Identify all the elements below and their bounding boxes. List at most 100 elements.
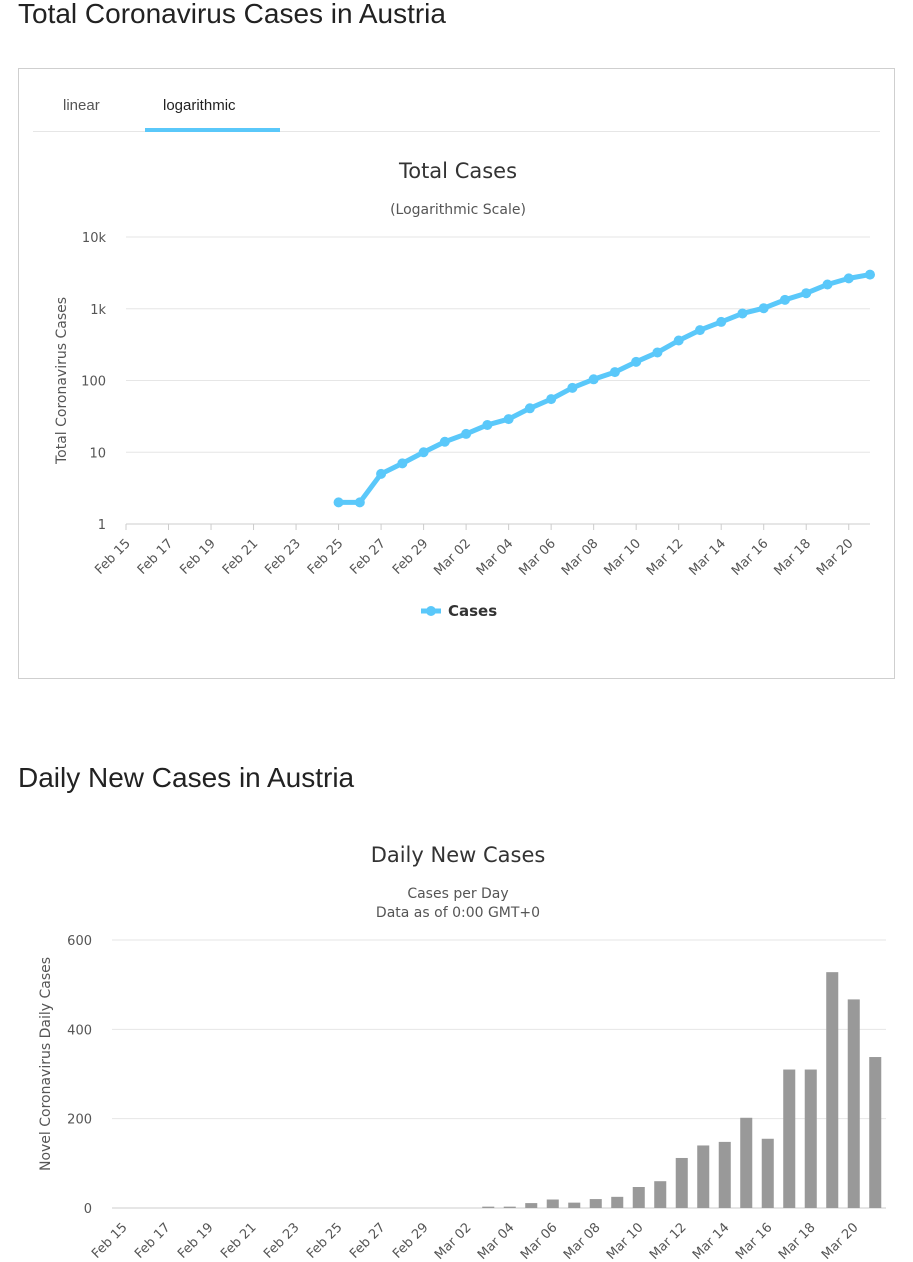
x-tick-label: Feb 25 xyxy=(304,1220,346,1262)
data-point xyxy=(843,273,854,284)
bar xyxy=(675,1157,688,1208)
bar xyxy=(847,999,860,1208)
x-tick-label: Mar 14 xyxy=(686,536,729,579)
bar xyxy=(783,1069,796,1208)
total-cases-panel: linear logarithmic xyxy=(18,68,895,679)
bar xyxy=(740,1117,753,1208)
bar xyxy=(546,1199,559,1208)
x-tick-label: Mar 20 xyxy=(814,536,857,579)
x-tick-label: Mar 14 xyxy=(690,1220,733,1262)
x-tick-label: Mar 04 xyxy=(475,1220,518,1262)
x-tick-label: Mar 02 xyxy=(431,536,474,579)
data-point xyxy=(461,428,472,439)
x-tick-label: Mar 02 xyxy=(432,1220,475,1262)
bar xyxy=(568,1202,581,1208)
x-tick-label: Feb 25 xyxy=(305,536,347,578)
x-tick-label: Mar 10 xyxy=(601,536,644,579)
data-point xyxy=(439,436,450,447)
chart-subtitle: (Logarithmic Scale) xyxy=(390,202,526,218)
data-point xyxy=(524,403,535,414)
x-tick-label: Mar 12 xyxy=(644,536,687,579)
y-tick-label: 600 xyxy=(67,934,92,949)
bar xyxy=(482,1206,495,1208)
y-tick-label: 1 xyxy=(98,518,106,533)
data-point xyxy=(567,382,578,393)
x-tick-label: Mar 16 xyxy=(733,1220,776,1262)
y-tick-label: 10k xyxy=(82,231,107,246)
x-tick-label: Mar 04 xyxy=(474,536,517,579)
y-tick-label: 400 xyxy=(67,1023,92,1038)
data-point xyxy=(354,497,365,508)
x-tick-label: Feb 19 xyxy=(175,1220,217,1262)
data-point xyxy=(609,367,620,378)
total-cases-heading: Total Coronavirus Cases in Austria xyxy=(18,0,446,29)
legend-label: Cases xyxy=(448,602,497,620)
bar xyxy=(589,1199,602,1208)
bar xyxy=(826,972,839,1208)
legend-marker xyxy=(426,606,436,616)
x-tick-label: Mar 08 xyxy=(561,1220,604,1262)
y-tick-label: 10 xyxy=(89,446,106,461)
bar xyxy=(503,1206,516,1208)
bar xyxy=(525,1203,538,1208)
bar xyxy=(761,1138,774,1208)
data-point xyxy=(822,279,833,290)
data-point xyxy=(397,458,408,469)
active-tab-indicator xyxy=(145,128,280,132)
x-tick-label: Feb 23 xyxy=(262,536,304,578)
y-tick-label: 0 xyxy=(84,1202,92,1217)
data-point xyxy=(418,447,429,458)
x-tick-label: Feb 27 xyxy=(347,536,389,578)
x-tick-label: Mar 06 xyxy=(518,1220,561,1262)
data-point xyxy=(779,294,790,305)
bar xyxy=(869,1057,882,1208)
bar xyxy=(611,1196,624,1208)
x-tick-label: Feb 15 xyxy=(89,1220,131,1262)
data-point xyxy=(758,303,769,314)
data-point xyxy=(694,325,705,336)
chart-title: Total Cases xyxy=(398,159,517,183)
x-tick-label: Feb 15 xyxy=(92,536,134,578)
data-point xyxy=(376,468,387,479)
chart-title: Daily New Cases xyxy=(371,843,546,867)
x-tick-label: Feb 17 xyxy=(132,1220,174,1262)
x-tick-label: Feb 29 xyxy=(390,1220,432,1262)
tab-logarithmic[interactable]: logarithmic xyxy=(163,97,236,114)
tab-linear[interactable]: linear xyxy=(63,97,100,114)
data-point xyxy=(482,419,493,430)
x-tick-label: Feb 21 xyxy=(220,536,262,578)
data-point xyxy=(865,269,875,280)
x-tick-label: Mar 16 xyxy=(729,536,772,579)
bar xyxy=(654,1181,667,1208)
daily-cases-heading: Daily New Cases in Austria xyxy=(18,762,355,793)
x-tick-label: Mar 12 xyxy=(647,1220,690,1262)
x-tick-label: Mar 18 xyxy=(771,536,814,579)
x-tick-label: Feb 29 xyxy=(390,536,432,578)
x-tick-label: Mar 20 xyxy=(819,1220,862,1262)
y-axis-label: Total Coronavirus Cases xyxy=(54,297,70,465)
chart-subtitle-2: Data as of 0:00 GMT+0 xyxy=(376,905,540,921)
data-point xyxy=(546,394,557,405)
bar xyxy=(697,1145,710,1208)
y-tick-label: 100 xyxy=(81,375,106,390)
data-point xyxy=(503,414,514,425)
data-point xyxy=(801,288,812,299)
x-tick-label: Feb 19 xyxy=(177,536,219,578)
data-point xyxy=(333,497,344,508)
total-cases-chart: Total Cases (Logarithmic Scale) 1 10 100 1k 10… xyxy=(54,159,875,620)
x-tick-label: Mar 10 xyxy=(604,1220,647,1262)
x-tick-label: Mar 18 xyxy=(776,1220,819,1262)
chart-subtitle: Cases per Day xyxy=(407,886,508,902)
x-tick-label: Mar 06 xyxy=(516,536,559,579)
bar xyxy=(632,1187,645,1208)
bar xyxy=(718,1141,731,1208)
y-axis-label: Novel Coronavirus Daily Cases xyxy=(38,957,54,1171)
data-point xyxy=(652,347,663,358)
y-tick-label: 1k xyxy=(90,303,106,318)
scale-tabs: linear logarithmic xyxy=(33,69,880,132)
x-tick-label: Mar 08 xyxy=(559,536,602,579)
daily-cases-chart: Daily New Cases Cases per Day Data as of 0… xyxy=(38,843,886,1262)
data-point xyxy=(673,335,684,346)
data-point xyxy=(631,356,642,367)
x-tick-label: Feb 17 xyxy=(135,536,177,578)
